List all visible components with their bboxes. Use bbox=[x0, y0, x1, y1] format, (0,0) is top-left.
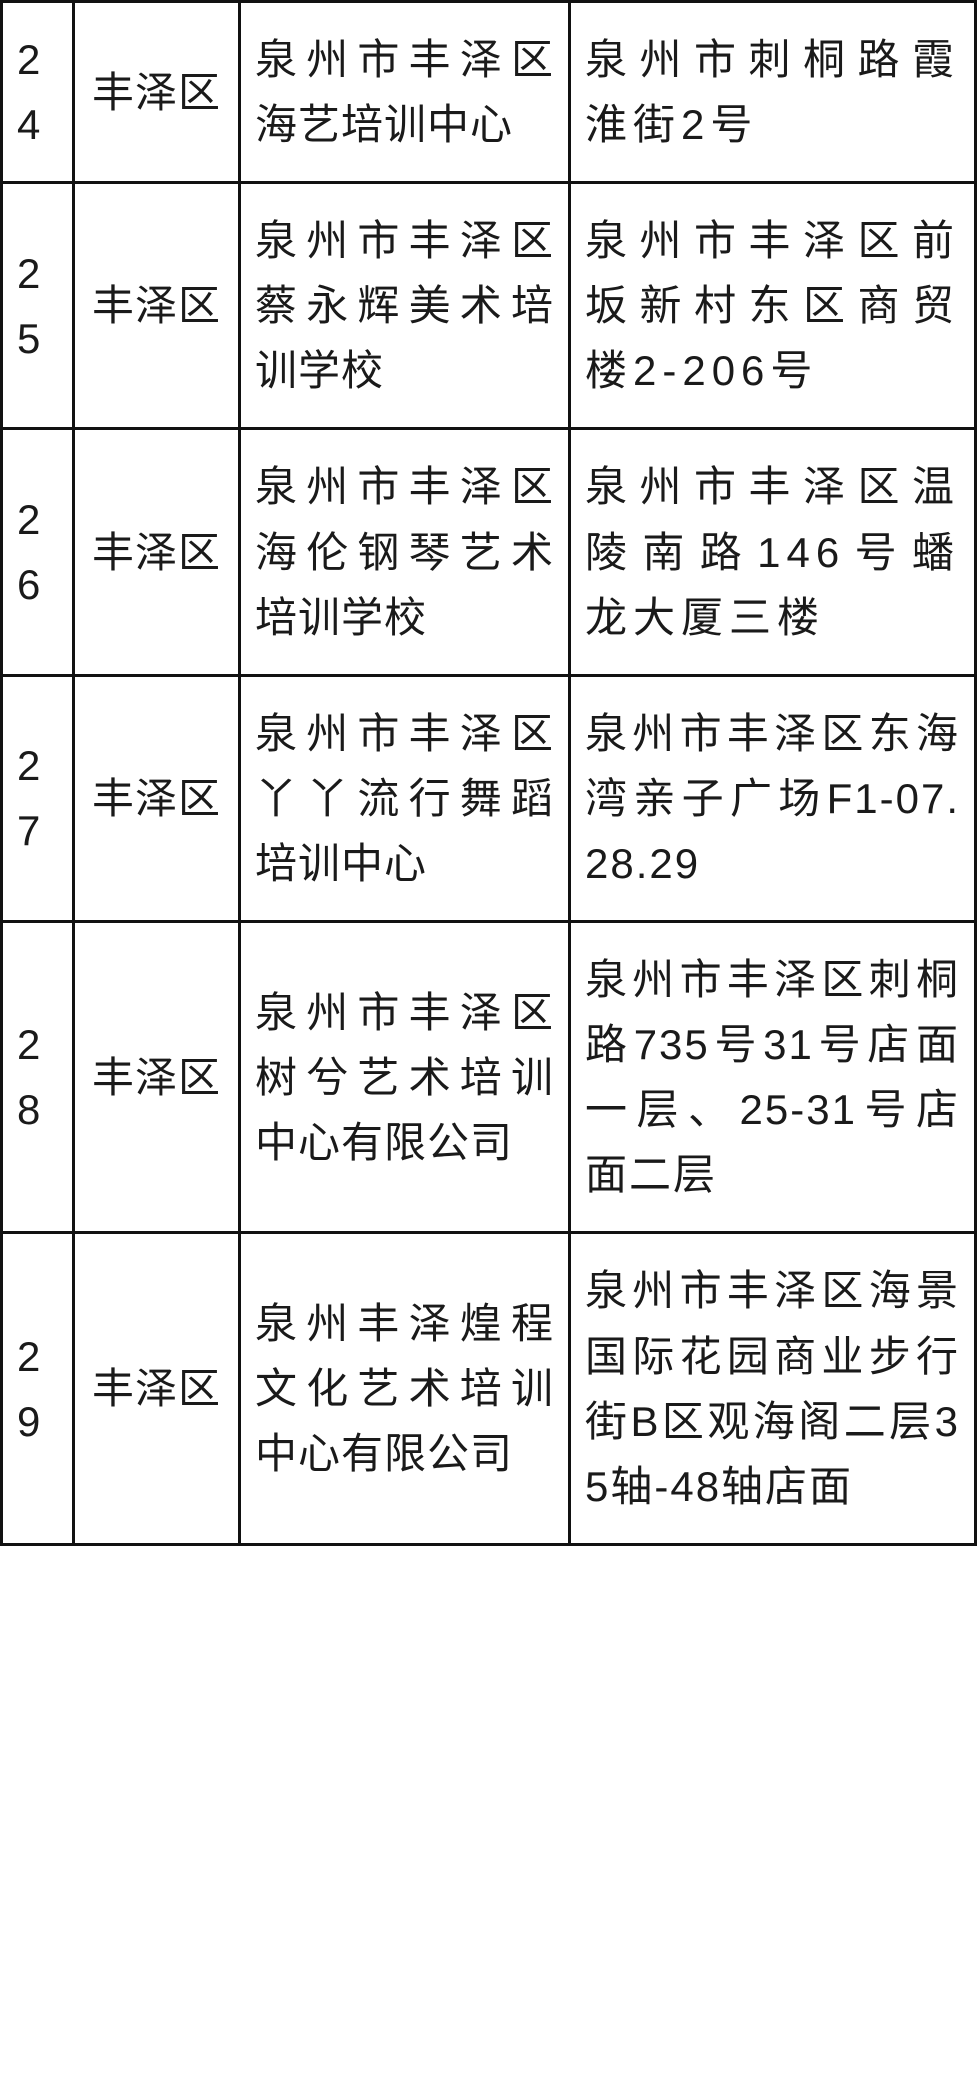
cell-index: 27 bbox=[2, 675, 74, 921]
cell-address: 泉州市丰泽区前坂新村东区商贸楼2-206号 bbox=[570, 183, 976, 429]
cell-index: 25 bbox=[2, 183, 74, 429]
cell-name: 泉州市丰泽区海艺培训中心 bbox=[240, 2, 570, 183]
cell-address: 泉州市丰泽区温陵南路146号蟠龙大厦三楼 bbox=[570, 429, 976, 675]
table-row: 28 丰泽区 泉州市丰泽区树兮艺术培训中心有限公司 泉州市丰泽区刺桐路735号3… bbox=[2, 922, 976, 1233]
cell-area: 丰泽区 bbox=[74, 675, 240, 921]
cell-index: 28 bbox=[2, 922, 74, 1233]
table-row: 26 丰泽区 泉州市丰泽区海伦钢琴艺术培训学校 泉州市丰泽区温陵南路146号蟠龙… bbox=[2, 429, 976, 675]
table-row: 25 丰泽区 泉州市丰泽区蔡永辉美术培训学校 泉州市丰泽区前坂新村东区商贸楼2-… bbox=[2, 183, 976, 429]
table-row: 24 丰泽区 泉州市丰泽区海艺培训中心 泉州市刺桐路霞淮街2号 bbox=[2, 2, 976, 183]
cell-name: 泉州市丰泽区丫丫流行舞蹈培训中心 bbox=[240, 675, 570, 921]
cell-area: 丰泽区 bbox=[74, 1233, 240, 1544]
cell-name: 泉州市丰泽区树兮艺术培训中心有限公司 bbox=[240, 922, 570, 1233]
cell-area: 丰泽区 bbox=[74, 183, 240, 429]
cell-index: 24 bbox=[2, 2, 74, 183]
cell-name: 泉州市丰泽区蔡永辉美术培训学校 bbox=[240, 183, 570, 429]
cell-area: 丰泽区 bbox=[74, 2, 240, 183]
table-row: 27 丰泽区 泉州市丰泽区丫丫流行舞蹈培训中心 泉州市丰泽区东海湾亲子广场F1-… bbox=[2, 675, 976, 921]
cell-index: 29 bbox=[2, 1233, 74, 1544]
cell-area: 丰泽区 bbox=[74, 429, 240, 675]
cell-address: 泉州市丰泽区海景国际花园商业步行街B区观海阁二层35轴-48轴店面 bbox=[570, 1233, 976, 1544]
table-body: 24 丰泽区 泉州市丰泽区海艺培训中心 泉州市刺桐路霞淮街2号 25 丰泽区 泉… bbox=[2, 2, 976, 1545]
training-centers-table: 24 丰泽区 泉州市丰泽区海艺培训中心 泉州市刺桐路霞淮街2号 25 丰泽区 泉… bbox=[0, 0, 977, 1546]
cell-area: 丰泽区 bbox=[74, 922, 240, 1233]
cell-address: 泉州市丰泽区刺桐路735号31号店面一层、25-31号店面二层 bbox=[570, 922, 976, 1233]
cell-name: 泉州市丰泽区海伦钢琴艺术培训学校 bbox=[240, 429, 570, 675]
cell-address: 泉州市丰泽区东海湾亲子广场F1-07.28.29 bbox=[570, 675, 976, 921]
cell-index: 26 bbox=[2, 429, 74, 675]
table-row: 29 丰泽区 泉州丰泽煌程文化艺术培训中心有限公司 泉州市丰泽区海景国际花园商业… bbox=[2, 1233, 976, 1544]
cell-address: 泉州市刺桐路霞淮街2号 bbox=[570, 2, 976, 183]
cell-name: 泉州丰泽煌程文化艺术培训中心有限公司 bbox=[240, 1233, 570, 1544]
